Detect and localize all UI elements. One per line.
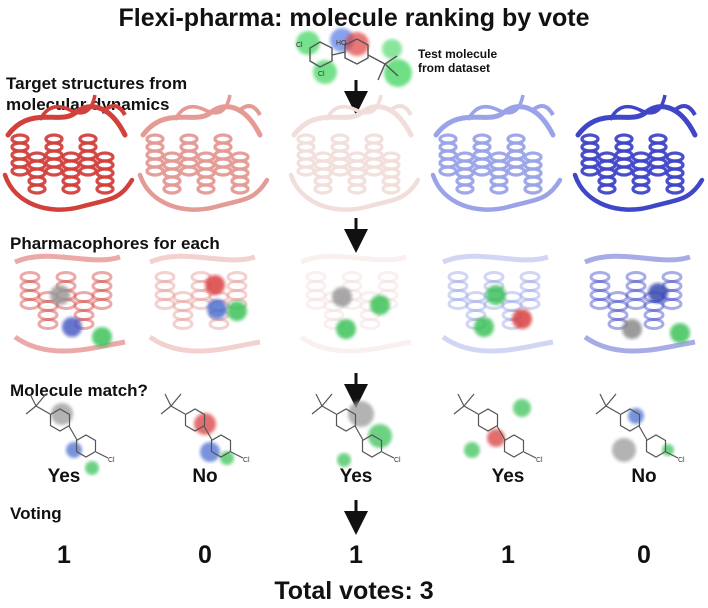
pharmacophore-sphere <box>50 285 70 305</box>
match-answer: No <box>192 466 218 487</box>
vote-value: 0 <box>198 541 212 569</box>
protein-structure <box>572 94 705 212</box>
pharmacophore-panel <box>583 253 696 354</box>
match-molecule: Cl <box>453 393 543 464</box>
pharmacophore-sphere <box>512 309 532 329</box>
pharmacophore-sphere <box>648 283 668 303</box>
test-molecule: Cl HO Cl <box>296 28 412 87</box>
feature-sphere <box>66 442 82 458</box>
feature-sphere <box>348 401 374 427</box>
feature-sphere <box>200 442 220 462</box>
feature-sphere <box>368 424 392 448</box>
pharmacophore-sphere <box>92 327 112 347</box>
section-pharmacophores: Pharmacophores for each <box>10 234 220 253</box>
atom-label: Cl <box>394 457 401 464</box>
pharmacophore-panel <box>441 253 554 354</box>
vote-value: 1 <box>349 541 363 569</box>
pharmacophore-sphere <box>205 275 225 295</box>
pharmacophore-panel <box>13 253 126 354</box>
vote-value: 1 <box>501 541 515 569</box>
pharmacophore-sphere <box>332 287 352 307</box>
atom-label: Cl <box>108 457 115 464</box>
feature-sphere <box>628 408 644 424</box>
atom-label: Cl <box>536 457 543 464</box>
match-answer: Yes <box>491 466 525 487</box>
atom-label: Cl <box>243 457 250 464</box>
feature-sphere <box>662 444 674 456</box>
feature-sphere <box>337 453 351 467</box>
feature-sphere <box>513 399 531 417</box>
atom-label: Cl <box>678 457 685 464</box>
match-molecule: Cl <box>311 393 401 467</box>
vote-value: 1 <box>57 541 71 569</box>
match-answer: Yes <box>339 466 373 487</box>
protein-structure <box>2 94 135 212</box>
match-molecule: Cl <box>160 393 250 465</box>
protein-structure <box>137 94 270 212</box>
vote-value: 0 <box>637 541 651 569</box>
feature-sphere <box>85 461 99 475</box>
pharmacophore-sphere <box>207 299 227 319</box>
total-votes: Total votes: 3 <box>274 577 434 605</box>
test-molecule-label: Test molecule from dataset <box>418 47 498 75</box>
feature-sphere <box>487 429 505 447</box>
feature-sphere <box>220 451 234 465</box>
atom-label: Cl <box>296 42 303 49</box>
protein-structure <box>430 94 563 212</box>
match-answer: Yes <box>47 466 81 487</box>
match-molecule: Cl <box>25 393 115 475</box>
pharmacophore-sphere <box>336 319 356 339</box>
pharmacophore-panel <box>148 253 261 354</box>
pharmacophore-sphere <box>486 285 506 305</box>
section-voting: Voting <box>10 504 62 523</box>
feature-sphere <box>464 442 480 458</box>
match-molecule: Cl <box>595 393 685 464</box>
pharmacophore-sphere <box>370 295 390 315</box>
pharmacophore-panel <box>299 253 412 354</box>
feature-sphere <box>51 403 73 425</box>
pharmacophore-sphere <box>622 319 642 339</box>
pharmacophore-sphere <box>670 323 690 343</box>
pharmacophore-sphere <box>227 301 247 321</box>
protein-structure <box>288 94 421 212</box>
atom-label: HO <box>336 40 347 47</box>
atom-label: Cl <box>318 71 325 78</box>
pharmacophore-sphere <box>474 317 494 337</box>
match-answer: No <box>631 466 657 487</box>
pharmacophore-sphere <box>62 317 82 337</box>
feature-sphere <box>612 438 636 462</box>
figure-title: Flexi-pharma: molecule ranking by vote <box>118 4 590 32</box>
